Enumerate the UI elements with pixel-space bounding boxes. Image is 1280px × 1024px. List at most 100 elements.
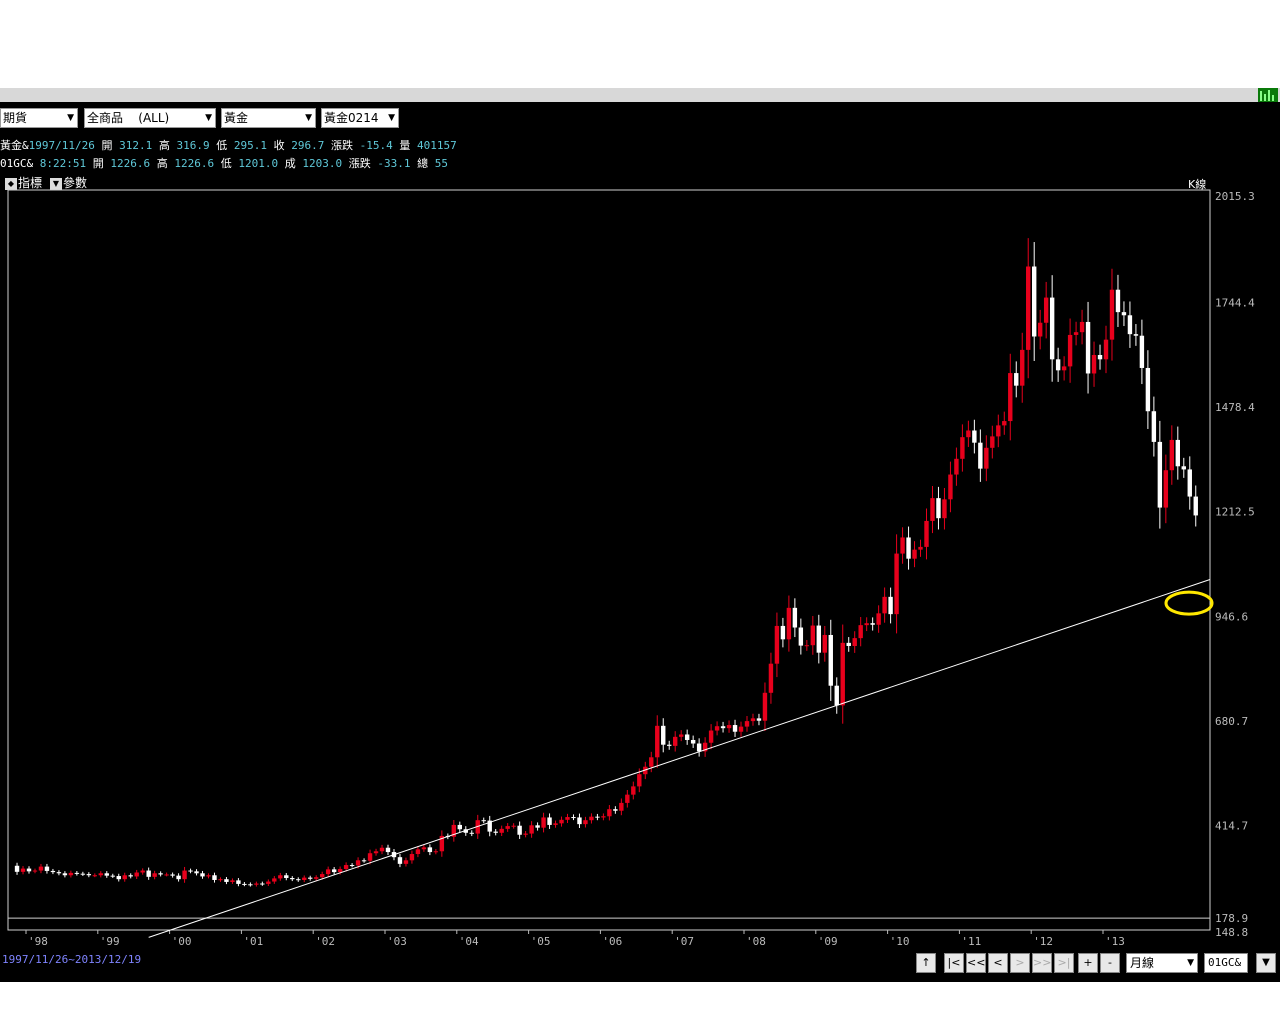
candle-body xyxy=(266,881,271,884)
candle-body xyxy=(786,607,792,640)
nav-button-6[interactable]: >| xyxy=(1054,953,1074,973)
candle-body xyxy=(38,866,44,871)
low-label: 低 xyxy=(216,139,228,152)
candle-body xyxy=(960,437,965,459)
high-label: 高 xyxy=(156,157,168,170)
candle-body xyxy=(840,642,845,706)
candle-body xyxy=(846,642,851,646)
candle-body xyxy=(631,786,636,795)
candle-body xyxy=(948,474,953,500)
open-label: 開 xyxy=(101,139,113,152)
candle-body xyxy=(182,870,187,880)
candle-body xyxy=(451,824,457,837)
param-button[interactable]: ▼ 參數 xyxy=(50,174,87,191)
candle-body xyxy=(990,436,995,448)
candle-body xyxy=(487,820,492,832)
nav-button-8[interactable]: - xyxy=(1100,953,1120,973)
candle-body xyxy=(92,875,98,877)
candle-body xyxy=(918,546,923,550)
candle-body xyxy=(188,870,193,872)
y-tick-label: 178.9 xyxy=(1215,912,1248,925)
candle-body xyxy=(284,875,289,879)
candle-body xyxy=(553,823,558,825)
nav-button-1[interactable]: |< xyxy=(944,953,964,973)
candle-body xyxy=(427,847,433,853)
commodity-select-value: 黃金 xyxy=(224,111,249,125)
nav-button-7[interactable]: + xyxy=(1078,953,1098,973)
candle-body xyxy=(128,875,133,877)
symbol-box[interactable]: 01GC& xyxy=(1204,953,1248,973)
x-tick-label: '12 xyxy=(1033,935,1053,946)
candle-body xyxy=(296,879,301,881)
candle-body xyxy=(732,725,738,732)
x-tick-label: '01 xyxy=(243,935,263,946)
contract-select[interactable]: 黃金0214 ▼ xyxy=(321,108,399,128)
candle-body xyxy=(978,442,983,469)
candle-body xyxy=(1145,367,1151,412)
candle-body xyxy=(1008,373,1013,422)
open-value: 1226.6 xyxy=(110,157,151,170)
candle-body xyxy=(355,860,361,866)
period-select[interactable]: 月線 ▼ xyxy=(1126,953,1198,973)
candle-body xyxy=(726,725,732,729)
candle-body xyxy=(44,866,50,871)
candle-body xyxy=(254,883,259,885)
candle-body xyxy=(218,879,223,881)
candle-body xyxy=(649,757,654,767)
candle-body xyxy=(535,825,540,828)
chart-window: 期貨 ▼ 全商品 (ALL) ▼ 黃金 ▼ 黃金0214 ▼ 黃金&1997/11/26… xyxy=(0,102,1280,982)
category-select[interactable]: 全商品 (ALL) ▼ xyxy=(84,108,216,128)
candle-body xyxy=(673,736,678,746)
candle-body xyxy=(176,875,181,880)
volume-value: 401157 xyxy=(416,139,457,152)
candle-body xyxy=(290,878,295,880)
candle-body xyxy=(625,794,630,803)
grid-icon[interactable] xyxy=(1258,88,1278,102)
candle-body xyxy=(661,725,666,745)
candle-body xyxy=(1067,334,1073,367)
y-tick-label: 1744.4 xyxy=(1215,297,1255,310)
candle-body xyxy=(565,817,570,820)
candle-body xyxy=(798,627,804,646)
candle-body xyxy=(708,730,714,743)
total-value: 55 xyxy=(434,157,448,170)
symbol-name: 黃金& xyxy=(0,139,29,152)
candle-body xyxy=(194,871,199,874)
candle-body xyxy=(613,809,618,811)
candle-body xyxy=(750,718,756,722)
open-label: 開 xyxy=(92,157,104,170)
candle-body xyxy=(655,725,660,758)
chevron-down-button[interactable]: ▼ xyxy=(1256,953,1276,973)
nav-button-3[interactable]: < xyxy=(988,953,1008,973)
candle-body xyxy=(314,877,319,879)
chevron-down-icon: ▼ xyxy=(1187,958,1194,968)
candle-body xyxy=(756,718,762,721)
commodity-select[interactable]: 黃金 ▼ xyxy=(221,108,316,128)
candle-body xyxy=(421,847,427,850)
nav-button-4[interactable]: > xyxy=(1010,953,1030,973)
candlestick-chart[interactable]: 2015.3 1744.4 1478.4 1212.5 946.6 680.7 414.7 1… xyxy=(0,186,1280,946)
candle-body xyxy=(302,877,307,880)
candle-body xyxy=(397,857,403,864)
nav-button-2[interactable]: << xyxy=(966,953,986,973)
nav-button-0[interactable]: ↑ xyxy=(916,953,936,973)
candle-body xyxy=(278,875,283,879)
chevron-down-icon: ▼ xyxy=(67,113,74,123)
candle-body xyxy=(1049,297,1055,360)
candle-body xyxy=(1115,289,1121,313)
candle-body xyxy=(930,498,935,521)
x-tick-label: '08 xyxy=(746,935,766,946)
candle-body xyxy=(696,743,702,752)
nav-button-5[interactable]: >> xyxy=(1032,953,1052,973)
trade-value: 1203.0 xyxy=(302,157,343,170)
market-select[interactable]: 期貨 ▼ xyxy=(0,108,78,128)
contract-select-value: 黃金0214 xyxy=(324,111,379,125)
candle-body xyxy=(571,817,576,819)
candle-body xyxy=(493,831,498,833)
candle-body xyxy=(481,820,486,822)
candle-body xyxy=(140,870,145,873)
indicator-button[interactable]: ◆ 指標 xyxy=(5,174,42,191)
candle-body xyxy=(62,873,68,876)
indicator-label: 指標 xyxy=(18,176,43,190)
trendline xyxy=(148,579,1211,938)
